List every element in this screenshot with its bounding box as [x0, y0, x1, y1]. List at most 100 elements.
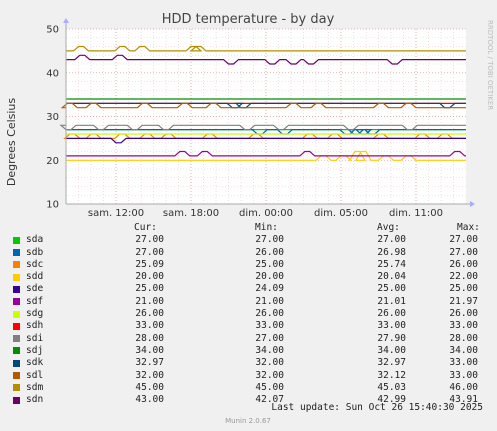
- legend-avg: 26.00: [377, 308, 406, 320]
- legend-swatch: [13, 384, 20, 392]
- legend-avg: 33.00: [377, 320, 406, 332]
- legend-cur: 32.00: [135, 369, 164, 381]
- legend-row-sdj: sdj 34.00 34.00 34.00 34.00: [12, 345, 492, 357]
- legend-name: sda: [26, 234, 44, 246]
- legend-min: 45.00: [255, 381, 284, 393]
- y-tick-label: 40: [46, 68, 59, 79]
- legend-max: 28.00: [449, 332, 478, 344]
- legend-cur: 25.00: [135, 283, 164, 295]
- legend-min: 24.09: [255, 283, 284, 295]
- legend-avg: 34.00: [377, 344, 406, 356]
- legend-name: sdm: [26, 381, 44, 393]
- legend-avg: 25.00: [377, 283, 406, 295]
- series-line-sdi: [59, 124, 466, 131]
- x-axis-arrow: [470, 201, 475, 207]
- legend-max: 33.00: [449, 357, 478, 369]
- legend-min: 27.00: [255, 332, 284, 344]
- legend-cur: 26.00: [135, 308, 164, 320]
- legend-row-sdi: sdi 28.00 27.00 27.90 28.00: [12, 333, 492, 345]
- legend-max: 33.00: [449, 320, 478, 332]
- legend-min: 26.00: [255, 308, 284, 320]
- legend-row-sdl: sdl 32.00 32.00 32.12 33.00: [12, 370, 492, 382]
- y-axis-label: Degrees Celsius: [5, 98, 18, 187]
- legend-name: sdd: [26, 271, 44, 283]
- legend-cur: 21.00: [135, 295, 164, 307]
- legend-swatch: [13, 261, 20, 269]
- legend-max: 46.00: [449, 381, 478, 393]
- legend-max: 21.97: [449, 295, 478, 307]
- legend-max: 43.91: [449, 394, 478, 406]
- legend-row-sdd: sdd 20.00 20.00 20.04 22.00: [12, 271, 492, 283]
- grid: [66, 28, 466, 205]
- legend-min: 32.00: [255, 357, 284, 369]
- y-tick-label: 20: [46, 156, 59, 167]
- axes: 10 20 30 40 50 sam. 12:00 sam. 18:00 dim. 00:00…: [46, 18, 475, 219]
- legend-min: 26.00: [255, 246, 284, 258]
- legend-header: Cur: Min: Avg: Max:: [12, 222, 492, 234]
- last-update: Last update: Sun Oct 26 15:40:30 2025: [271, 402, 483, 413]
- legend-name: sdg: [26, 308, 44, 320]
- legend-cur: 25.09: [135, 258, 164, 270]
- series-line-sdm: [66, 45, 466, 52]
- legend-swatch: [13, 273, 20, 281]
- x-tick-label: sam. 12:00: [88, 208, 144, 219]
- legend-max: 22.00: [449, 271, 478, 283]
- legend-swatch: [13, 249, 20, 257]
- legend-name: sdh: [26, 320, 44, 332]
- legend-row-sdg: sdg 26.00 26.00 26.00 26.00: [12, 308, 492, 320]
- series-line-sdn: [66, 54, 466, 65]
- series-line-sdf: [66, 150, 466, 157]
- legend-cur: 27.00: [135, 234, 164, 246]
- legend-name: sdn: [26, 394, 44, 406]
- legend-swatch: [13, 322, 20, 330]
- legend-name: sdb: [26, 246, 44, 258]
- y-tick-label: 30: [46, 112, 59, 123]
- legend-cur: 33.00: [135, 320, 164, 332]
- legend-swatch: [13, 335, 20, 343]
- x-tick-label: dim. 11:00: [389, 208, 443, 219]
- legend-row-sdk: sdk 32.97 32.00 32.97 33.00: [12, 357, 492, 369]
- y-tick-label: 10: [46, 200, 59, 211]
- legend-name: sde: [26, 283, 44, 295]
- x-tick-label: sam. 18:00: [163, 208, 219, 219]
- legend-name: sdi: [26, 332, 44, 344]
- legend-avg: 27.90: [377, 332, 406, 344]
- legend-avg: 32.12: [377, 369, 406, 381]
- legend-cur: 32.97: [135, 357, 164, 369]
- header-min: Min:: [255, 222, 278, 233]
- legend-row-sdn: sdn 43.00 42.07 42.99 43.91: [12, 394, 492, 406]
- header-avg: Avg:: [377, 222, 400, 233]
- legend-cur: 28.00: [135, 332, 164, 344]
- legend-row-sdf: sdf 21.00 21.00 21.01 21.97: [12, 296, 492, 308]
- legend-swatch: [13, 310, 20, 318]
- legend-cur: 34.00: [135, 344, 164, 356]
- legend-avg: 21.01: [377, 295, 406, 307]
- legend-cur: 43.00: [135, 394, 164, 406]
- legend-min: 33.00: [255, 320, 284, 332]
- series-line-sdd: [66, 150, 466, 161]
- legend-table: Cur: Min: Avg: Max: sda 27.00 27.00 27.00 27…: [12, 222, 492, 406]
- legend-name: sdc: [26, 258, 44, 270]
- series-line-sdl: [60, 102, 466, 109]
- legend-min: 21.00: [255, 295, 284, 307]
- legend-swatch: [13, 359, 20, 367]
- munin-version: Munin 2.0.67: [225, 417, 271, 425]
- legend-swatch: [13, 298, 20, 306]
- legend-max: 26.00: [449, 258, 478, 270]
- legend-swatch: [13, 396, 20, 404]
- y-axis-arrow: [63, 18, 69, 23]
- legend-name: sdj: [26, 344, 44, 356]
- header-max: Max:: [457, 222, 480, 233]
- legend-swatch: [13, 236, 20, 244]
- legend-max: 27.00: [449, 234, 478, 246]
- legend-row-sdm: sdm 45.00 45.00 45.03 46.00: [12, 382, 492, 394]
- header-cur: Cur:: [134, 222, 157, 233]
- rrdtool-credit: RRDTOOL / TOBI OETIKER: [486, 20, 494, 110]
- legend-max: 25.00: [449, 283, 478, 295]
- legend-min: 32.00: [255, 369, 284, 381]
- legend-avg: 45.03: [377, 381, 406, 393]
- y-tick-label: 50: [46, 25, 59, 36]
- legend-min: 25.00: [255, 258, 284, 270]
